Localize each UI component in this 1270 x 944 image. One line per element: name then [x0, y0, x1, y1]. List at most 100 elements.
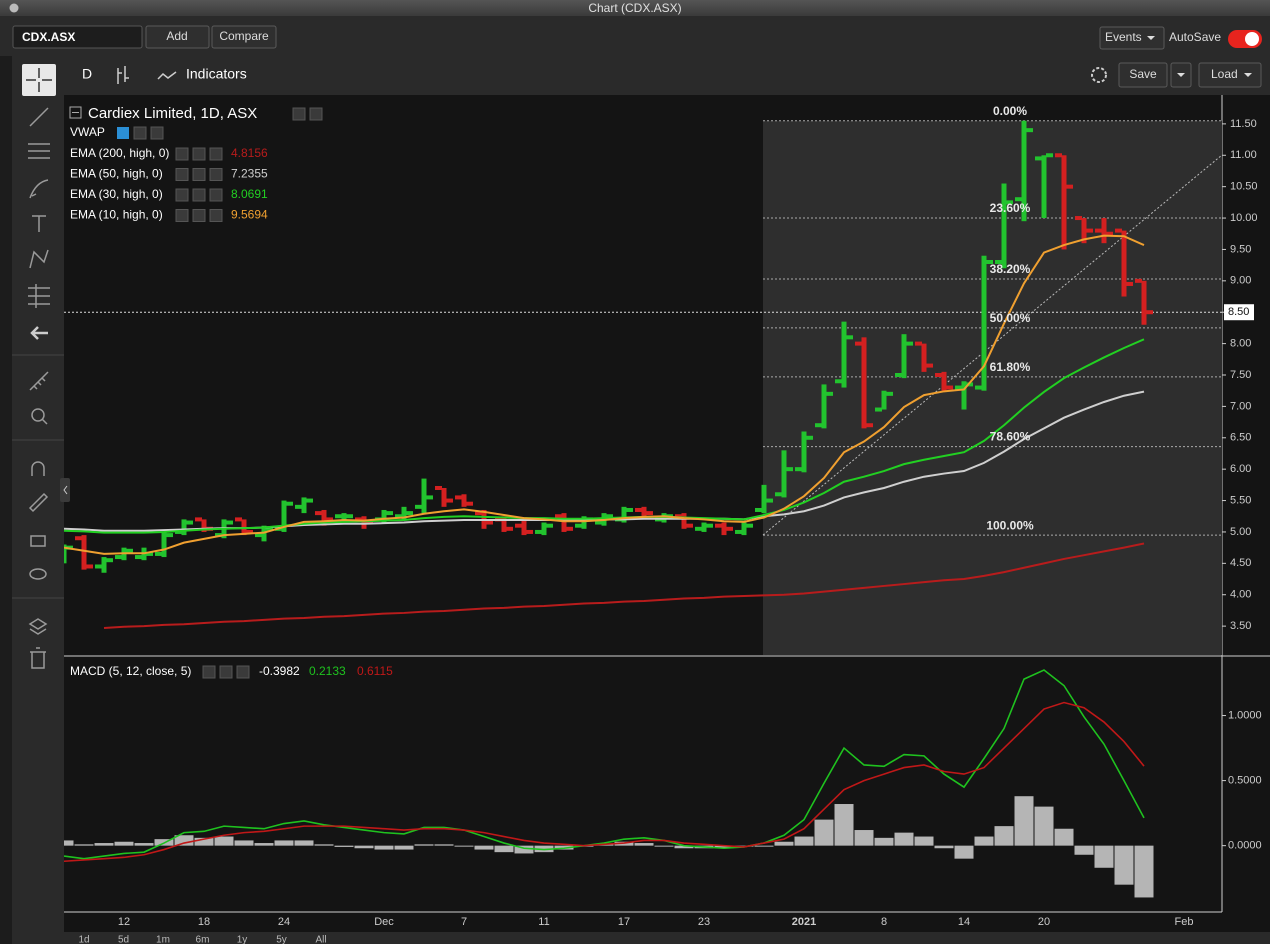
price-bar: [1141, 280, 1147, 325]
histogram-bar: [414, 844, 434, 846]
open-tick: [1075, 216, 1082, 221]
close-tick: [226, 520, 233, 525]
histogram-bar: [754, 845, 774, 847]
save-button[interactable]: [1118, 62, 1168, 88]
events-button[interactable]: [1099, 26, 1165, 50]
macd-title: MACD (5, 12, close, 5): [70, 664, 191, 678]
line-tool[interactable]: [29, 107, 49, 127]
close-tick: [566, 526, 573, 531]
ema-settings-button[interactable]: [192, 209, 206, 222]
x-tick-label: 7: [461, 916, 467, 928]
y-tick-label: 0.0000: [1228, 840, 1262, 852]
period-button[interactable]: 5y: [276, 935, 287, 944]
period-buttons: 1d 5d 1m 6m 1y 5y All: [78, 935, 326, 944]
close-tick: [886, 391, 893, 396]
axis-layer: 3.50 4.00 4.50 5.00 5.50 6.00 6.50 7.00 7.50 8.00…: [118, 104, 1262, 928]
zoom-tool[interactable]: [31, 408, 45, 422]
period-bar: [64, 932, 1270, 944]
price-layer: [64, 120, 1222, 630]
ema-settings-button[interactable]: [192, 188, 206, 202]
ema-remove-button[interactable]: [209, 168, 223, 181]
crosshair-tool[interactable]: [22, 64, 56, 96]
ema-remove-button[interactable]: [209, 188, 223, 202]
chart-settings-button[interactable]: [292, 107, 306, 121]
add-button[interactable]: [145, 25, 210, 49]
symbol-input[interactable]: [12, 25, 143, 49]
close-tick: [486, 520, 493, 525]
lock-tool[interactable]: [30, 535, 46, 547]
histogram-bar: [994, 826, 1014, 846]
load-button[interactable]: [1198, 62, 1262, 88]
x-tick-label: 12: [118, 916, 130, 928]
overlay-settings-button[interactable]: [133, 126, 147, 140]
legend-value: -0.3982: [259, 664, 300, 678]
chart-options-button[interactable]: [309, 107, 323, 121]
close-tick: [926, 363, 933, 368]
brush-tool[interactable]: [29, 179, 49, 199]
dropdown-arrow: [1147, 36, 1155, 40]
fib-label: 61.80%: [990, 360, 1031, 374]
close-tick: [1106, 231, 1113, 236]
layers-tool[interactable]: [28, 618, 48, 635]
close-button[interactable]: [9, 3, 19, 13]
overlay-remove-button[interactable]: [150, 126, 164, 140]
chart-type-button[interactable]: [117, 66, 129, 84]
lock-draw-tool[interactable]: [28, 492, 49, 513]
ema-visible-button[interactable]: [175, 147, 189, 161]
window-title: Chart (CDX.ASX): [588, 1, 681, 15]
ema-settings-button[interactable]: [192, 147, 206, 161]
macd-visible-button[interactable]: [202, 665, 216, 679]
compare-button[interactable]: [211, 25, 277, 49]
period-button[interactable]: 6m: [196, 935, 210, 944]
price-bar: [501, 516, 507, 532]
price-bar: [421, 478, 427, 514]
period-button[interactable]: All: [315, 935, 326, 944]
close-tick: [806, 435, 813, 440]
fib-label: 50.00%: [990, 311, 1031, 325]
ruler-tool[interactable]: [29, 371, 49, 391]
overlay-visible-button[interactable]: [117, 127, 129, 139]
macd-remove-button[interactable]: [236, 665, 250, 679]
back-tool[interactable]: [30, 326, 48, 340]
price-bar: [361, 516, 367, 529]
visibility-tool[interactable]: [29, 568, 47, 580]
collapse-tab[interactable]: [60, 478, 70, 502]
ema-remove-button[interactable]: [209, 147, 223, 161]
interval-button[interactable]: D: [82, 66, 92, 82]
settings-button[interactable]: [1091, 67, 1107, 83]
toggle-knob: [1245, 32, 1259, 46]
text-tool[interactable]: [32, 215, 46, 232]
channel-tool[interactable]: [28, 143, 50, 159]
ema-remove-button[interactable]: [209, 209, 223, 222]
histogram-bar: [654, 845, 674, 847]
ema-visible-button[interactable]: [175, 209, 189, 222]
close-tick: [706, 523, 713, 528]
period-button[interactable]: 5d: [118, 935, 129, 944]
period-button[interactable]: 1m: [156, 935, 170, 944]
close-tick: [986, 259, 993, 264]
price-bar: [161, 531, 167, 558]
histogram-bar: [774, 841, 794, 846]
macd-settings-button[interactable]: [219, 665, 233, 679]
ema-visible-button[interactable]: [175, 188, 189, 202]
compare-label: Compare: [219, 29, 269, 43]
pattern-tool[interactable]: [29, 249, 49, 269]
open-tick: [355, 517, 362, 522]
indicators-button[interactable]: Indicators: [186, 66, 247, 82]
price-bar: [1061, 155, 1067, 250]
histogram-bar: [514, 845, 534, 854]
close-tick: [366, 520, 373, 525]
period-button[interactable]: 1d: [78, 935, 89, 944]
histogram-bar: [674, 845, 694, 849]
magnet-tool[interactable]: [31, 461, 45, 476]
ema-line: [64, 338, 1145, 534]
collapse-legend[interactable]: [69, 106, 82, 119]
ema-settings-button[interactable]: [192, 168, 206, 181]
ema-visible-button[interactable]: [175, 168, 189, 181]
legend-name: EMA (30, high, 0): [70, 187, 163, 201]
y-tick-label: 6.50: [1230, 432, 1251, 444]
period-button[interactable]: 1y: [237, 935, 248, 944]
trash-tool[interactable]: [30, 647, 46, 669]
open-tick: [255, 533, 262, 538]
fib-tool[interactable]: [28, 284, 50, 308]
